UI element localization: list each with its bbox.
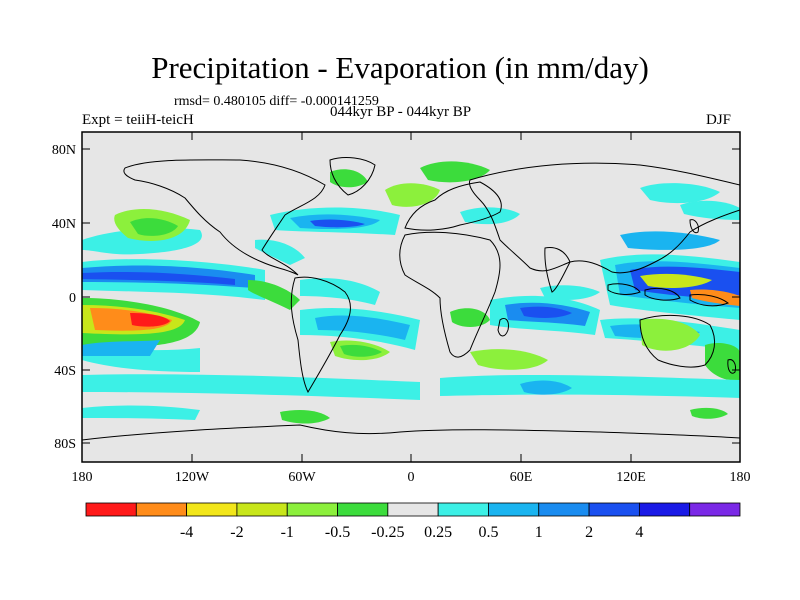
colorbar: -4 -2 -1 -0.5 -0.25 0.25 0.5 1 2 4 bbox=[85, 502, 741, 541]
colorbar-swatch bbox=[588, 502, 640, 517]
colorbar-label: 4 bbox=[635, 524, 643, 541]
colorbar-label: -0.5 bbox=[325, 524, 350, 541]
colorbar-swatch bbox=[337, 502, 389, 517]
lat-tick-label: 40S bbox=[54, 364, 76, 379]
experiment-label: Expt = teiiH-teicH bbox=[82, 112, 194, 128]
colorbar-label: -0.25 bbox=[371, 524, 404, 541]
colorbar-swatch bbox=[236, 502, 288, 517]
colorbar-label: 0.25 bbox=[424, 524, 452, 541]
colorbar-swatch bbox=[638, 502, 691, 517]
field-shading bbox=[82, 161, 740, 424]
colorbar-label: 2 bbox=[585, 524, 593, 541]
colorbar-label: -1 bbox=[281, 524, 294, 541]
colorbar-swatch bbox=[689, 502, 741, 517]
lon-tick-label: 120E bbox=[616, 470, 646, 485]
colorbar-swatch bbox=[538, 502, 590, 517]
chart-title: Precipitation - Evaporation (in mm/day) bbox=[151, 50, 649, 85]
lon-tick-label: 0 bbox=[408, 470, 415, 485]
lat-tick-label: 40N bbox=[52, 217, 76, 232]
lat-tick-label: 0 bbox=[69, 291, 76, 306]
lon-tick-label: 120W bbox=[175, 470, 210, 485]
colorbar-swatch bbox=[488, 502, 540, 517]
colorbar-label: 1 bbox=[535, 524, 543, 541]
period-label: 044kyr BP - 044kyr BP bbox=[330, 104, 472, 120]
colorbar-swatch bbox=[286, 502, 338, 517]
lat-tick-label: 80S bbox=[54, 437, 76, 452]
colorbar-label: 0.5 bbox=[478, 524, 498, 541]
lon-tick-label: 180 bbox=[72, 470, 93, 485]
colorbar-swatch bbox=[186, 502, 238, 517]
colorbar-label: -4 bbox=[180, 524, 193, 541]
lat-tick-label: 80N bbox=[52, 143, 76, 158]
colorbar-swatch bbox=[85, 502, 137, 517]
lon-tick-label: 180 bbox=[730, 470, 751, 485]
lon-tick-label: 60W bbox=[288, 470, 316, 485]
colorbar-label: -2 bbox=[230, 524, 243, 541]
colorbar-swatch bbox=[437, 502, 489, 517]
stats-text: rmsd= 0.480105 diff= -0.000141259 bbox=[174, 94, 379, 109]
lon-tick-label: 60E bbox=[510, 470, 533, 485]
season-label: DJF bbox=[706, 112, 732, 128]
colorbar-swatch bbox=[135, 502, 188, 517]
colorbar-swatch bbox=[387, 502, 439, 517]
coastlines bbox=[82, 157, 740, 441]
